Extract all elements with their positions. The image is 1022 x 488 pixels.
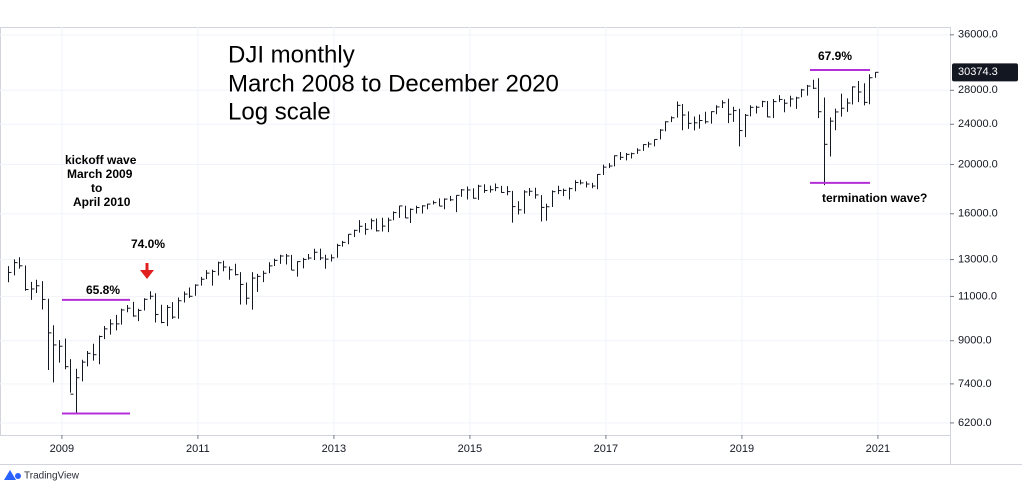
brand-text: TradingView [24, 471, 80, 482]
last-price-box [952, 63, 1018, 82]
annotation: termination wave? [822, 191, 927, 205]
bars [8, 71, 879, 414]
y-tick-label: 9000.0 [958, 335, 992, 347]
y-tick-label: 7400.0 [958, 378, 992, 390]
title-line: March 2008 to December 2020 [228, 70, 559, 97]
y-tick-label: 16000.0 [958, 208, 998, 220]
annotation: 67.9% [818, 49, 852, 63]
x-tick-label: 2019 [730, 443, 754, 455]
x-tick-label: 2009 [50, 443, 74, 455]
x-tick-label: 2015 [458, 443, 482, 455]
y-tick-label: 28000.0 [958, 84, 998, 96]
y-tick-label: 20000.0 [958, 158, 998, 170]
annotation: to [91, 181, 102, 195]
y-tick-label: 36000.0 [958, 29, 998, 41]
annotation: 65.8% [86, 283, 120, 297]
y-tick-label: 24000.0 [958, 118, 998, 130]
red-arrow [140, 263, 154, 279]
annotation: April 2010 [73, 195, 131, 209]
y-tick-label: 11000.0 [958, 290, 997, 302]
x-tick-label: 2017 [594, 443, 618, 455]
annotation: kickoff wave [65, 153, 137, 167]
title-line: Log scale [228, 98, 331, 125]
x-tick-label: 2011 [186, 443, 210, 455]
axes: 6200.0 7400.0 9000.0 11000.0 13000.0 16000.0 2… [50, 29, 1018, 455]
brand: TradingView [4, 470, 80, 482]
x-tick-label: 2021 [866, 443, 890, 455]
y-tick-label: 6200.0 [958, 417, 992, 429]
grid [0, 27, 950, 435]
levels [62, 68, 870, 415]
title-line: DJI monthly [228, 41, 355, 68]
x-tick-label: 2013 [322, 443, 346, 455]
annotation: 74.0% [131, 237, 165, 251]
annotation: March 2009 [67, 167, 133, 181]
y-tick-label: 13000.0 [958, 253, 998, 265]
last-price-label: 30374.3 [958, 66, 998, 78]
